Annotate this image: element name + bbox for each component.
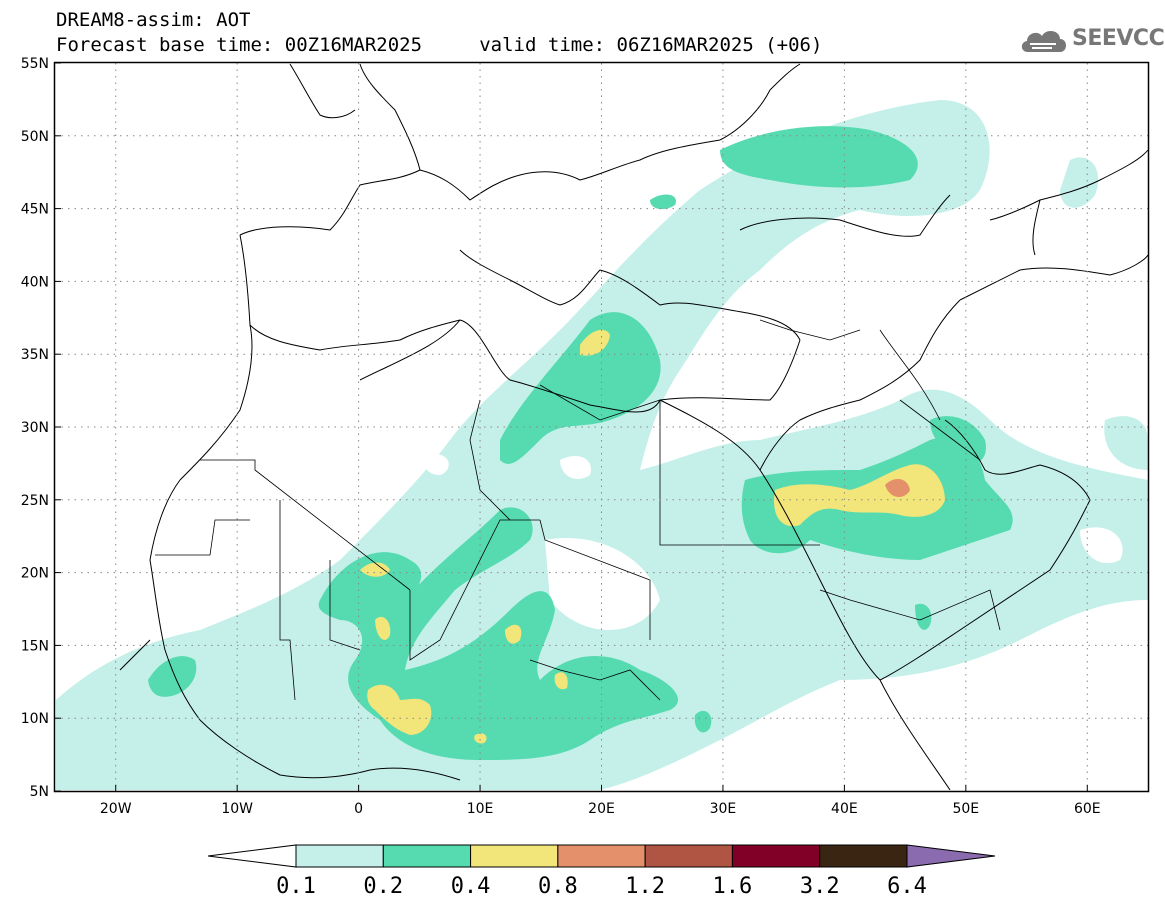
- lat-tick-label: 15N: [21, 638, 49, 654]
- lat-tick-label: 30N: [21, 420, 49, 436]
- colorbar-low-arrow: [207, 844, 297, 868]
- colorbar-swatch: [731, 844, 821, 868]
- lat-labels: 55N 50N 45N 40N 35N 30N 25N 20N 15N 10N 5N: [21, 56, 61, 800]
- aot-layer-0.1-gulf: [1104, 416, 1148, 470]
- aot-layer-0.8: [885, 478, 910, 497]
- map-grid: [55, 63, 1148, 791]
- map-subtitle-times: Forecast base time: 00Z16MAR2025 valid t…: [56, 34, 823, 56]
- lon-tick-label: 10E: [467, 801, 494, 817]
- colorbar-swatch: [295, 844, 384, 868]
- colorbar-label: 1.6: [713, 874, 753, 899]
- aot-field: [56, 100, 1148, 790]
- aot-layer-0.4-arabia: [774, 464, 945, 527]
- aot-layer-0.4-car: [554, 672, 568, 690]
- lat-tick-label: 10N: [21, 711, 49, 727]
- aot-layer-0.4-niger: [360, 562, 390, 577]
- aot-layer-0.2-guinea: [148, 656, 197, 697]
- aot-layer-0.4-mali: [375, 616, 391, 640]
- colorbar-label: 0.8: [538, 874, 578, 899]
- lat-tick-label: 5N: [30, 784, 49, 800]
- colorbar-high-arrow: [906, 844, 996, 868]
- aot-layer-0.2-sahel: [318, 507, 679, 760]
- aot-layer-0.1: [56, 100, 1148, 790]
- aot-layer-0.2-gulf: [930, 416, 986, 464]
- lat-tick-label: 55N: [21, 56, 49, 72]
- colorbar-swatch: [819, 844, 908, 868]
- colorbar-label: 0.4: [451, 874, 491, 899]
- colorbar-swatch: [382, 844, 472, 868]
- colorbar-labels: 0.1 0.2 0.4 0.8 1.2 1.6 3.2 6.4: [276, 874, 927, 899]
- lat-tick-label: 40N: [21, 274, 49, 290]
- lon-tick-label: 20E: [588, 801, 615, 817]
- lon-tick-label: 10W: [221, 801, 253, 817]
- coastlines: [119, 63, 1149, 791]
- lon-tick-label: 60E: [1074, 801, 1101, 817]
- colorbar: [207, 844, 996, 868]
- lon-tick-label: 50E: [952, 801, 979, 817]
- colorbar-label: 0.2: [363, 874, 403, 899]
- logo-text: SEEVCCC: [1072, 26, 1165, 51]
- colorbar-label: 0.1: [276, 874, 316, 899]
- map-title: DREAM8-assim: AOT: [56, 9, 251, 31]
- map-frame: [53, 61, 1150, 793]
- colorbar-label: 1.2: [625, 874, 665, 899]
- country-borders: [155, 319, 1001, 701]
- lat-tick-label: 25N: [21, 493, 49, 509]
- lat-tick-label: 50N: [21, 129, 49, 145]
- lon-tick-label: 0: [354, 801, 363, 817]
- colorbar-swatch: [470, 844, 559, 868]
- aot-layer-0.1-sea: [1060, 157, 1099, 208]
- aot-layer-0.2-red-sea: [915, 603, 932, 630]
- cloud-icon: [1021, 30, 1066, 52]
- lon-labels: 20W 10W 0 10E 20E 30E 40E 50E 60E: [100, 785, 1101, 817]
- colorbar-label: 6.4: [887, 874, 927, 899]
- aot-layer-0.2-turkey: [650, 194, 676, 210]
- lon-tick-label: 30E: [710, 801, 737, 817]
- aot-layer-0.2-blob: [694, 710, 712, 733]
- lon-tick-label: 20W: [100, 801, 132, 817]
- colorbar-swatch: [644, 844, 733, 868]
- colorbar-swatch: [557, 844, 646, 868]
- aot-layer-0.4-chad: [505, 624, 522, 644]
- colorbar-label: 3.2: [800, 874, 840, 899]
- aot-layer-0.2-black-sea: [720, 126, 918, 188]
- aot-layer-0.2: [500, 312, 661, 464]
- aot-layer-0.4-libya: [580, 329, 610, 356]
- seevccc-logo: SEEVCCC: [1018, 24, 1165, 58]
- aot-layer-0.4-cam: [474, 733, 487, 744]
- lon-tick-label: 40E: [831, 801, 858, 817]
- lat-tick-label: 45N: [21, 202, 49, 218]
- lat-tick-label: 20N: [21, 566, 49, 582]
- lat-tick-label: 35N: [21, 347, 49, 363]
- aot-layer-0.4-nigeria: [367, 684, 432, 735]
